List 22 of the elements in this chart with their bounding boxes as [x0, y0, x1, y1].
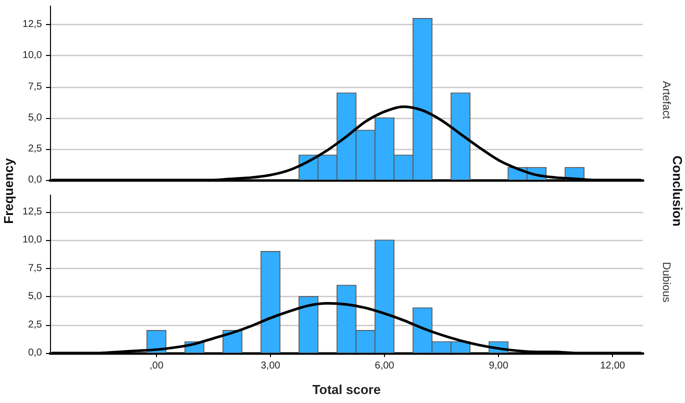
y-tick-label: 10,0	[22, 234, 42, 246]
x-tick-label: 6,00	[374, 360, 395, 372]
x-tick-label: 9,00	[488, 360, 509, 372]
y-tick-label: 0,0	[28, 174, 42, 186]
x-tick-label: 12,00	[600, 360, 626, 372]
x-tick-label: 3,00	[260, 360, 281, 372]
y-tick-label: 10,0	[22, 50, 42, 62]
y-tick-label: 5,0	[28, 112, 42, 124]
y-axis-title: Frequency	[0, 157, 17, 226]
y-tick-label: 7,5	[28, 262, 42, 274]
y-tick-label: 2,5	[28, 319, 42, 330]
y-tick-label: 0,0	[28, 348, 42, 358]
y-tick-label: 5,0	[28, 291, 42, 302]
text: Conclusion	[669, 154, 685, 228]
y2-axis-title: Dubious	[659, 262, 672, 302]
y-tick-label: 7,5	[28, 81, 42, 92]
y-tick-label: 12,5	[22, 206, 42, 218]
x-axis-title: Total score	[312, 382, 381, 397]
y2-axis-title: Artefact	[659, 81, 672, 119]
y-tick-label: 2,5	[28, 143, 42, 154]
y-tick-label: 12,5	[22, 19, 42, 30]
x-tick-label: ,00	[149, 360, 164, 372]
